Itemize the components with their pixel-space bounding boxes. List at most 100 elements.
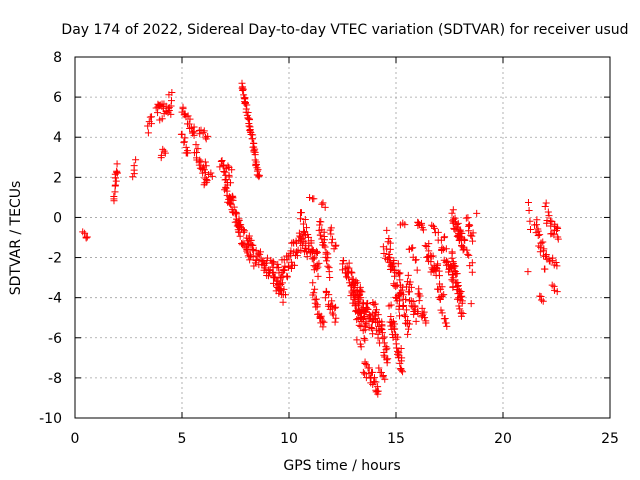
data-point <box>400 311 408 319</box>
data-point <box>194 145 202 153</box>
data-point <box>113 160 121 168</box>
data-point <box>269 258 277 266</box>
data-point <box>374 383 382 391</box>
plot-frame <box>74 56 611 419</box>
data-point <box>265 272 273 280</box>
data-point <box>395 270 403 278</box>
data-point <box>368 317 376 325</box>
data-point <box>365 364 373 372</box>
x-tick-label: 15 <box>387 431 405 447</box>
data-point <box>222 175 230 183</box>
x-axis-label: GPS time / hours <box>283 458 400 474</box>
data-point <box>161 149 169 157</box>
data-point <box>440 291 448 299</box>
data-point <box>415 285 423 293</box>
data-point <box>381 375 389 383</box>
data-point <box>111 181 119 189</box>
data-point <box>245 232 253 240</box>
data-point <box>310 254 318 262</box>
data-point <box>249 143 257 151</box>
y-axis-label: SDTVAR / TECUs <box>8 181 24 296</box>
data-point <box>247 240 255 248</box>
data-point <box>539 297 547 305</box>
data-point <box>324 254 332 262</box>
data-point <box>387 301 395 309</box>
data-point <box>280 285 288 293</box>
data-point <box>179 103 187 111</box>
data-point <box>458 297 466 305</box>
data-point <box>436 296 444 304</box>
data-point <box>374 311 382 319</box>
data-point <box>239 226 247 234</box>
data-point <box>443 322 451 330</box>
data-point <box>457 288 465 296</box>
data-point <box>271 273 279 281</box>
data-point <box>358 288 366 296</box>
y-tick-label: -4 <box>48 291 62 307</box>
data-point <box>379 372 387 380</box>
data-point <box>542 199 550 207</box>
data-point <box>236 232 244 240</box>
data-point <box>318 200 326 208</box>
data-point <box>228 166 236 174</box>
data-point <box>416 292 424 300</box>
data-point <box>402 295 410 303</box>
data-point <box>380 351 388 359</box>
data-point <box>353 336 361 344</box>
data-point <box>409 244 417 252</box>
data-point <box>413 266 421 274</box>
data-point <box>457 228 465 236</box>
data-point <box>438 244 446 252</box>
data-point <box>401 312 409 320</box>
data-point <box>81 229 89 237</box>
data-point <box>396 290 404 298</box>
data-point <box>325 264 333 272</box>
data-point <box>399 368 407 376</box>
y-tick-label: -2 <box>48 251 62 267</box>
data-point <box>297 246 305 254</box>
data-point <box>241 100 249 108</box>
data-point <box>533 216 541 224</box>
data-point <box>357 343 365 351</box>
data-point <box>353 279 361 287</box>
data-point <box>549 254 557 262</box>
data-point <box>82 234 90 242</box>
data-point <box>458 292 466 300</box>
data-point <box>328 239 336 247</box>
x-tick-label: 25 <box>601 431 619 447</box>
data-point <box>399 301 407 309</box>
data-point <box>331 242 339 250</box>
data-point <box>301 244 309 252</box>
data-point <box>464 250 472 258</box>
data-point <box>192 148 200 156</box>
data-point <box>313 261 321 269</box>
data-point <box>362 319 370 327</box>
data-point <box>168 97 176 105</box>
data-point <box>246 256 254 264</box>
data-point <box>524 268 532 276</box>
data-point <box>113 168 121 176</box>
data-point <box>327 224 335 232</box>
data-point <box>354 302 362 310</box>
data-point <box>313 247 321 255</box>
data-point <box>277 280 285 288</box>
x-tick-label: 10 <box>280 431 298 447</box>
data-point <box>287 258 295 266</box>
data-point <box>369 330 377 338</box>
data-point <box>157 154 165 162</box>
data-point <box>553 262 561 270</box>
data-point <box>539 238 547 246</box>
data-point <box>144 129 152 137</box>
data-point <box>448 248 456 256</box>
data-point <box>391 272 399 280</box>
data-point <box>246 116 254 124</box>
data-point <box>359 368 367 376</box>
data-point <box>251 156 259 164</box>
data-point <box>438 309 446 317</box>
data-point <box>554 225 562 233</box>
data-point <box>468 268 476 276</box>
data-point <box>180 138 188 146</box>
data-point <box>541 252 549 260</box>
data-point <box>216 163 224 171</box>
data-point <box>402 306 410 314</box>
